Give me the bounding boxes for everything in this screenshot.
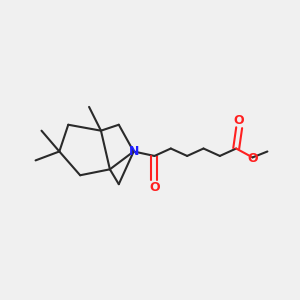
Text: O: O — [247, 152, 258, 165]
Text: N: N — [129, 145, 140, 158]
Text: O: O — [234, 114, 244, 127]
Text: O: O — [149, 181, 160, 194]
